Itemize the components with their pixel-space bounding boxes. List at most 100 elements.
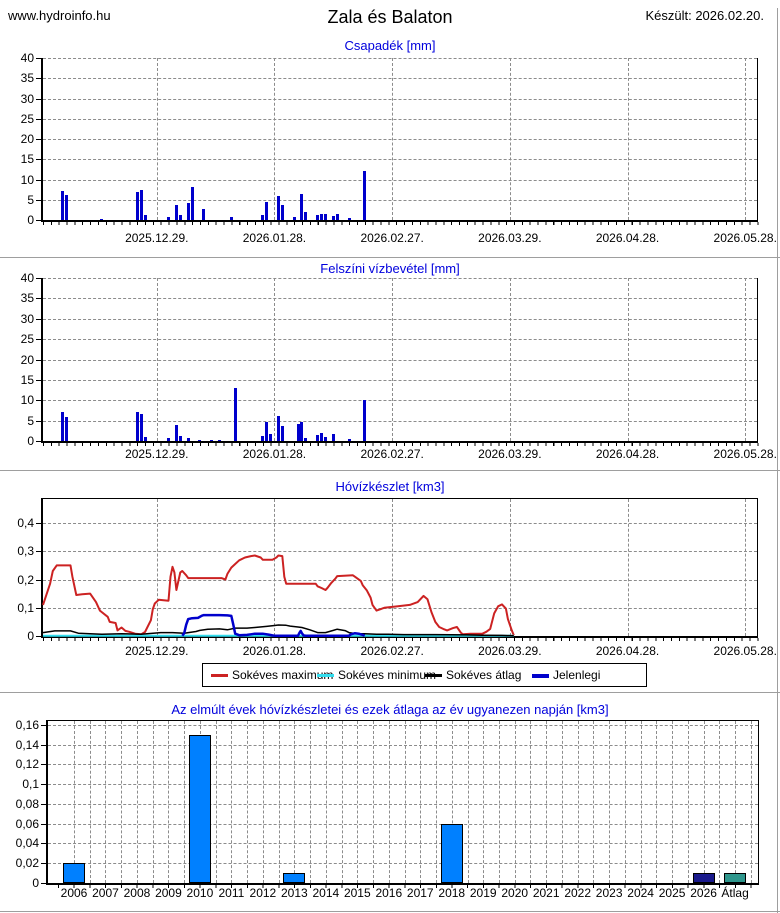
panel-divider [0, 692, 780, 693]
year-bar [188, 734, 211, 883]
v-gridline [105, 721, 107, 883]
data-bar [178, 435, 182, 441]
y-tick-label: 0 [27, 629, 34, 643]
v-gridline [341, 721, 343, 883]
data-bar [316, 434, 320, 441]
plot-right-border [757, 499, 758, 636]
y-tick-label: 0,3 [17, 544, 34, 559]
data-bar [135, 412, 139, 441]
h-gridline [43, 318, 757, 320]
legend-label: Sokéves átlag [446, 668, 522, 682]
snow-water-lines [42, 554, 515, 637]
legend-box: Sokéves maximum Sokéves minimum Sokéves át… [202, 663, 647, 687]
v-gridline [627, 278, 629, 441]
legend-dash-icon [211, 674, 228, 677]
v-gridline [627, 58, 629, 220]
v-gridline [156, 58, 158, 220]
v-gridline [388, 721, 390, 883]
y-tick-mark [41, 764, 46, 766]
h-gridline [48, 823, 758, 825]
y-tick-label: 5 [27, 192, 34, 207]
y-tick-label: 35 [20, 71, 34, 86]
x-tick-label: 2026.02.27. [360, 447, 424, 461]
x-tick-label: 2026.03.29. [478, 644, 542, 658]
year-label: 2020 [501, 886, 529, 900]
h-gridline [48, 724, 758, 726]
h-gridline [43, 551, 757, 553]
data-bar [261, 436, 265, 441]
year-bar [63, 863, 85, 883]
h-gridline [43, 118, 757, 120]
y-axis-line [41, 499, 43, 638]
data-bar [61, 190, 65, 220]
year-label: 2009 [155, 886, 182, 900]
h-gridline [43, 58, 757, 59]
v-gridline [672, 721, 674, 883]
x-axis-line [41, 220, 758, 222]
year-bar [724, 873, 747, 883]
data-bar [331, 215, 335, 220]
x-tick-label: 2025.12.29. [125, 644, 189, 658]
v-gridline [509, 499, 511, 636]
h-gridline [43, 339, 757, 341]
y-tick-label: 0,12 [15, 757, 39, 772]
h-gridline [43, 98, 757, 100]
y-tick-mark [36, 607, 41, 609]
data-bar [233, 387, 237, 441]
data-bar [143, 215, 147, 220]
h-gridline [48, 744, 758, 746]
data-bar [316, 215, 320, 220]
y-tick-mark [41, 784, 46, 786]
x-axis-line [46, 883, 759, 885]
plot-top-border [41, 498, 758, 499]
data-bar [323, 213, 327, 220]
year-label: 2016 [375, 886, 403, 900]
year-label: 2021 [532, 886, 560, 900]
v-gridline [498, 721, 500, 883]
v-gridline [74, 721, 75, 883]
y-tick-label: 30 [20, 311, 34, 326]
year-label: 2010 [186, 886, 214, 900]
h-gridline [48, 784, 758, 786]
v-gridline [719, 721, 721, 883]
v-gridline [404, 721, 406, 883]
x-tick-label: 2026.03.29. [478, 447, 542, 461]
y-tick-mark [41, 803, 46, 805]
h-gridline [43, 420, 757, 422]
v-gridline [509, 278, 511, 441]
x-tick-label: 2026.04.28. [595, 644, 660, 658]
v-gridline [274, 278, 276, 441]
x-axis-line [41, 636, 758, 638]
v-gridline [627, 499, 629, 636]
x-tick-label: 2025.12.29. [125, 231, 189, 245]
year-label: 2023 [595, 886, 623, 900]
x-tick-label: 2026.05.28. [713, 644, 777, 658]
data-bar [276, 195, 280, 220]
v-gridline [483, 721, 485, 883]
year-label: 2007 [92, 886, 119, 900]
chart-title-csapadek: Csapadék [mm] [344, 38, 436, 53]
data-bar [347, 439, 351, 441]
year-label: 2011 [218, 886, 245, 900]
year-label: 2013 [281, 886, 308, 900]
y-tick-label: 0,08 [15, 796, 39, 811]
data-bar [135, 192, 139, 220]
plot-right-border [757, 278, 758, 441]
v-gridline [735, 721, 737, 883]
data-bar [304, 437, 308, 441]
y-tick-label: 0 [27, 434, 34, 448]
year-bar [692, 873, 715, 883]
v-gridline [687, 721, 689, 883]
y-tick-mark [41, 724, 46, 726]
h-gridline [48, 863, 758, 865]
data-bar [276, 416, 280, 441]
y-tick-mark [36, 379, 41, 381]
data-bar [265, 201, 269, 220]
v-gridline [750, 721, 752, 883]
h-gridline [43, 400, 757, 402]
v-gridline [420, 721, 422, 883]
data-bar [198, 440, 202, 441]
data-bar [347, 217, 351, 220]
x-tick-label: 2026.04.28. [595, 447, 660, 461]
